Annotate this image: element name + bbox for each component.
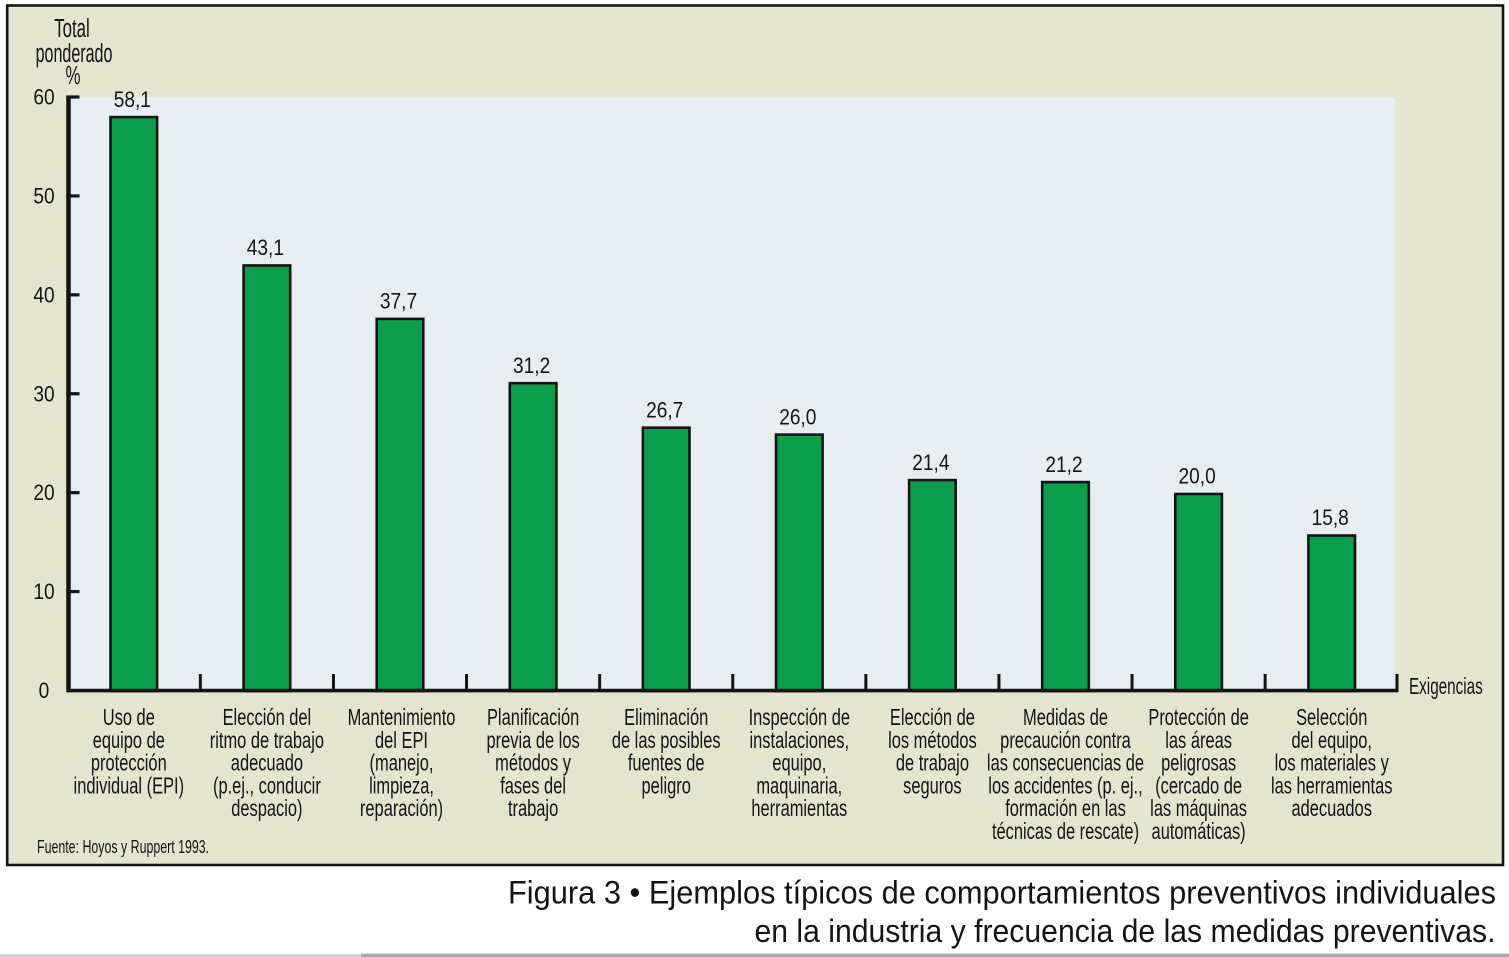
svg-text:Selección: Selección bbox=[1296, 705, 1367, 730]
svg-text:protección: protección bbox=[91, 751, 167, 776]
svg-text:30: 30 bbox=[33, 382, 54, 407]
svg-text:Uso de: Uso de bbox=[103, 705, 155, 730]
svg-text:Elección del: Elección del bbox=[223, 705, 312, 730]
svg-text:equipo,: equipo, bbox=[772, 751, 826, 776]
svg-text:26,0: 26,0 bbox=[779, 405, 816, 430]
svg-text:previa de los: previa de los bbox=[487, 728, 580, 753]
svg-text:los accidentes (p. ej.,: los accidentes (p. ej., bbox=[988, 774, 1142, 799]
svg-text:ritmo de trabajo: ritmo de trabajo bbox=[210, 728, 324, 753]
svg-text:las áreas: las áreas bbox=[1165, 728, 1232, 753]
svg-text:40: 40 bbox=[33, 283, 54, 308]
svg-text:peligrosas: peligrosas bbox=[1161, 751, 1236, 776]
svg-text:37,7: 37,7 bbox=[380, 289, 417, 314]
svg-text:Planificación: Planificación bbox=[487, 705, 579, 730]
svg-text:Figura 3 • Ejemplos típicos de: Figura 3 • Ejemplos típicos de comportam… bbox=[508, 875, 1496, 911]
svg-text:limpieza,: limpieza, bbox=[369, 774, 434, 799]
svg-text:de trabajo: de trabajo bbox=[896, 751, 969, 776]
svg-text:los materiales y: los materiales y bbox=[1275, 751, 1390, 776]
svg-text:del EPI: del EPI bbox=[375, 728, 428, 753]
svg-text:26,7: 26,7 bbox=[646, 398, 683, 423]
svg-text:Mantenimiento: Mantenimiento bbox=[348, 705, 456, 730]
svg-text:Protección de: Protección de bbox=[1148, 705, 1249, 730]
svg-text:los métodos: los métodos bbox=[888, 728, 977, 753]
svg-text:adecuado: adecuado bbox=[231, 751, 303, 776]
svg-text:herramientas: herramientas bbox=[751, 797, 847, 822]
svg-text:Medidas de: Medidas de bbox=[1023, 705, 1108, 730]
svg-text:formación en las: formación en las bbox=[1005, 797, 1126, 822]
svg-text:58,1: 58,1 bbox=[114, 87, 151, 112]
svg-text:métodos y: métodos y bbox=[495, 751, 572, 776]
svg-text:Exigencias: Exigencias bbox=[1409, 674, 1483, 700]
svg-text:(manejo,: (manejo, bbox=[370, 751, 434, 776]
svg-text:(cercado de: (cercado de bbox=[1155, 774, 1242, 799]
svg-text:equipo de: equipo de bbox=[93, 728, 165, 753]
svg-text:peligro: peligro bbox=[642, 774, 691, 799]
svg-text:Inspección de: Inspección de bbox=[749, 705, 850, 730]
svg-text:automáticas): automáticas) bbox=[1152, 819, 1246, 844]
svg-text:21,2: 21,2 bbox=[1045, 452, 1082, 477]
svg-text:las máquinas: las máquinas bbox=[1150, 797, 1247, 822]
svg-text:fuentes de: fuentes de bbox=[628, 751, 705, 776]
svg-text:ponderado: ponderado bbox=[36, 39, 113, 68]
svg-text:las consecuencias de: las consecuencias de bbox=[987, 751, 1144, 776]
svg-text:(p.ej., conducir: (p.ej., conducir bbox=[213, 774, 321, 799]
svg-text:0: 0 bbox=[39, 679, 50, 704]
svg-text:despacio): despacio) bbox=[231, 797, 302, 822]
svg-text:Eliminación: Eliminación bbox=[624, 705, 708, 730]
svg-text:60: 60 bbox=[33, 85, 54, 110]
svg-text:Fuente: Hoyos y Ruppert 1993.: Fuente: Hoyos y Ruppert 1993. bbox=[37, 838, 209, 858]
svg-text:reparación): reparación) bbox=[360, 797, 443, 822]
svg-text:15,8: 15,8 bbox=[1312, 506, 1349, 531]
svg-text:50: 50 bbox=[33, 184, 54, 209]
svg-text:20: 20 bbox=[33, 481, 54, 506]
svg-text:31,2: 31,2 bbox=[513, 353, 550, 378]
svg-text:técnicas de rescate): técnicas de rescate) bbox=[992, 819, 1139, 844]
svg-text:43,1: 43,1 bbox=[247, 236, 284, 261]
svg-text:10: 10 bbox=[33, 580, 54, 605]
svg-text:20,0: 20,0 bbox=[1178, 464, 1215, 489]
svg-text:trabajo: trabajo bbox=[508, 797, 558, 822]
svg-text:las herramientas: las herramientas bbox=[1271, 774, 1392, 799]
svg-text:instalaciones,: instalaciones, bbox=[750, 728, 850, 753]
svg-text:Total: Total bbox=[54, 13, 90, 43]
svg-text:precaución contra: precaución contra bbox=[1000, 728, 1131, 753]
svg-text:maquinaria,: maquinaria, bbox=[756, 774, 842, 799]
svg-text:21,4: 21,4 bbox=[912, 450, 949, 475]
svg-text:del equipo,: del equipo, bbox=[1291, 728, 1371, 753]
svg-text:seguros: seguros bbox=[903, 774, 961, 799]
svg-text:%: % bbox=[66, 60, 81, 90]
svg-text:adecuados: adecuados bbox=[1291, 797, 1371, 822]
svg-text:individual (EPI): individual (EPI) bbox=[74, 774, 185, 799]
svg-text:fases del: fases del bbox=[500, 774, 566, 799]
svg-text:en la industria y frecuencia d: en la industria y frecuencia de las medi… bbox=[755, 913, 1496, 949]
svg-text:de las posibles: de las posibles bbox=[612, 728, 721, 753]
svg-text:Elección de: Elección de bbox=[890, 705, 975, 730]
